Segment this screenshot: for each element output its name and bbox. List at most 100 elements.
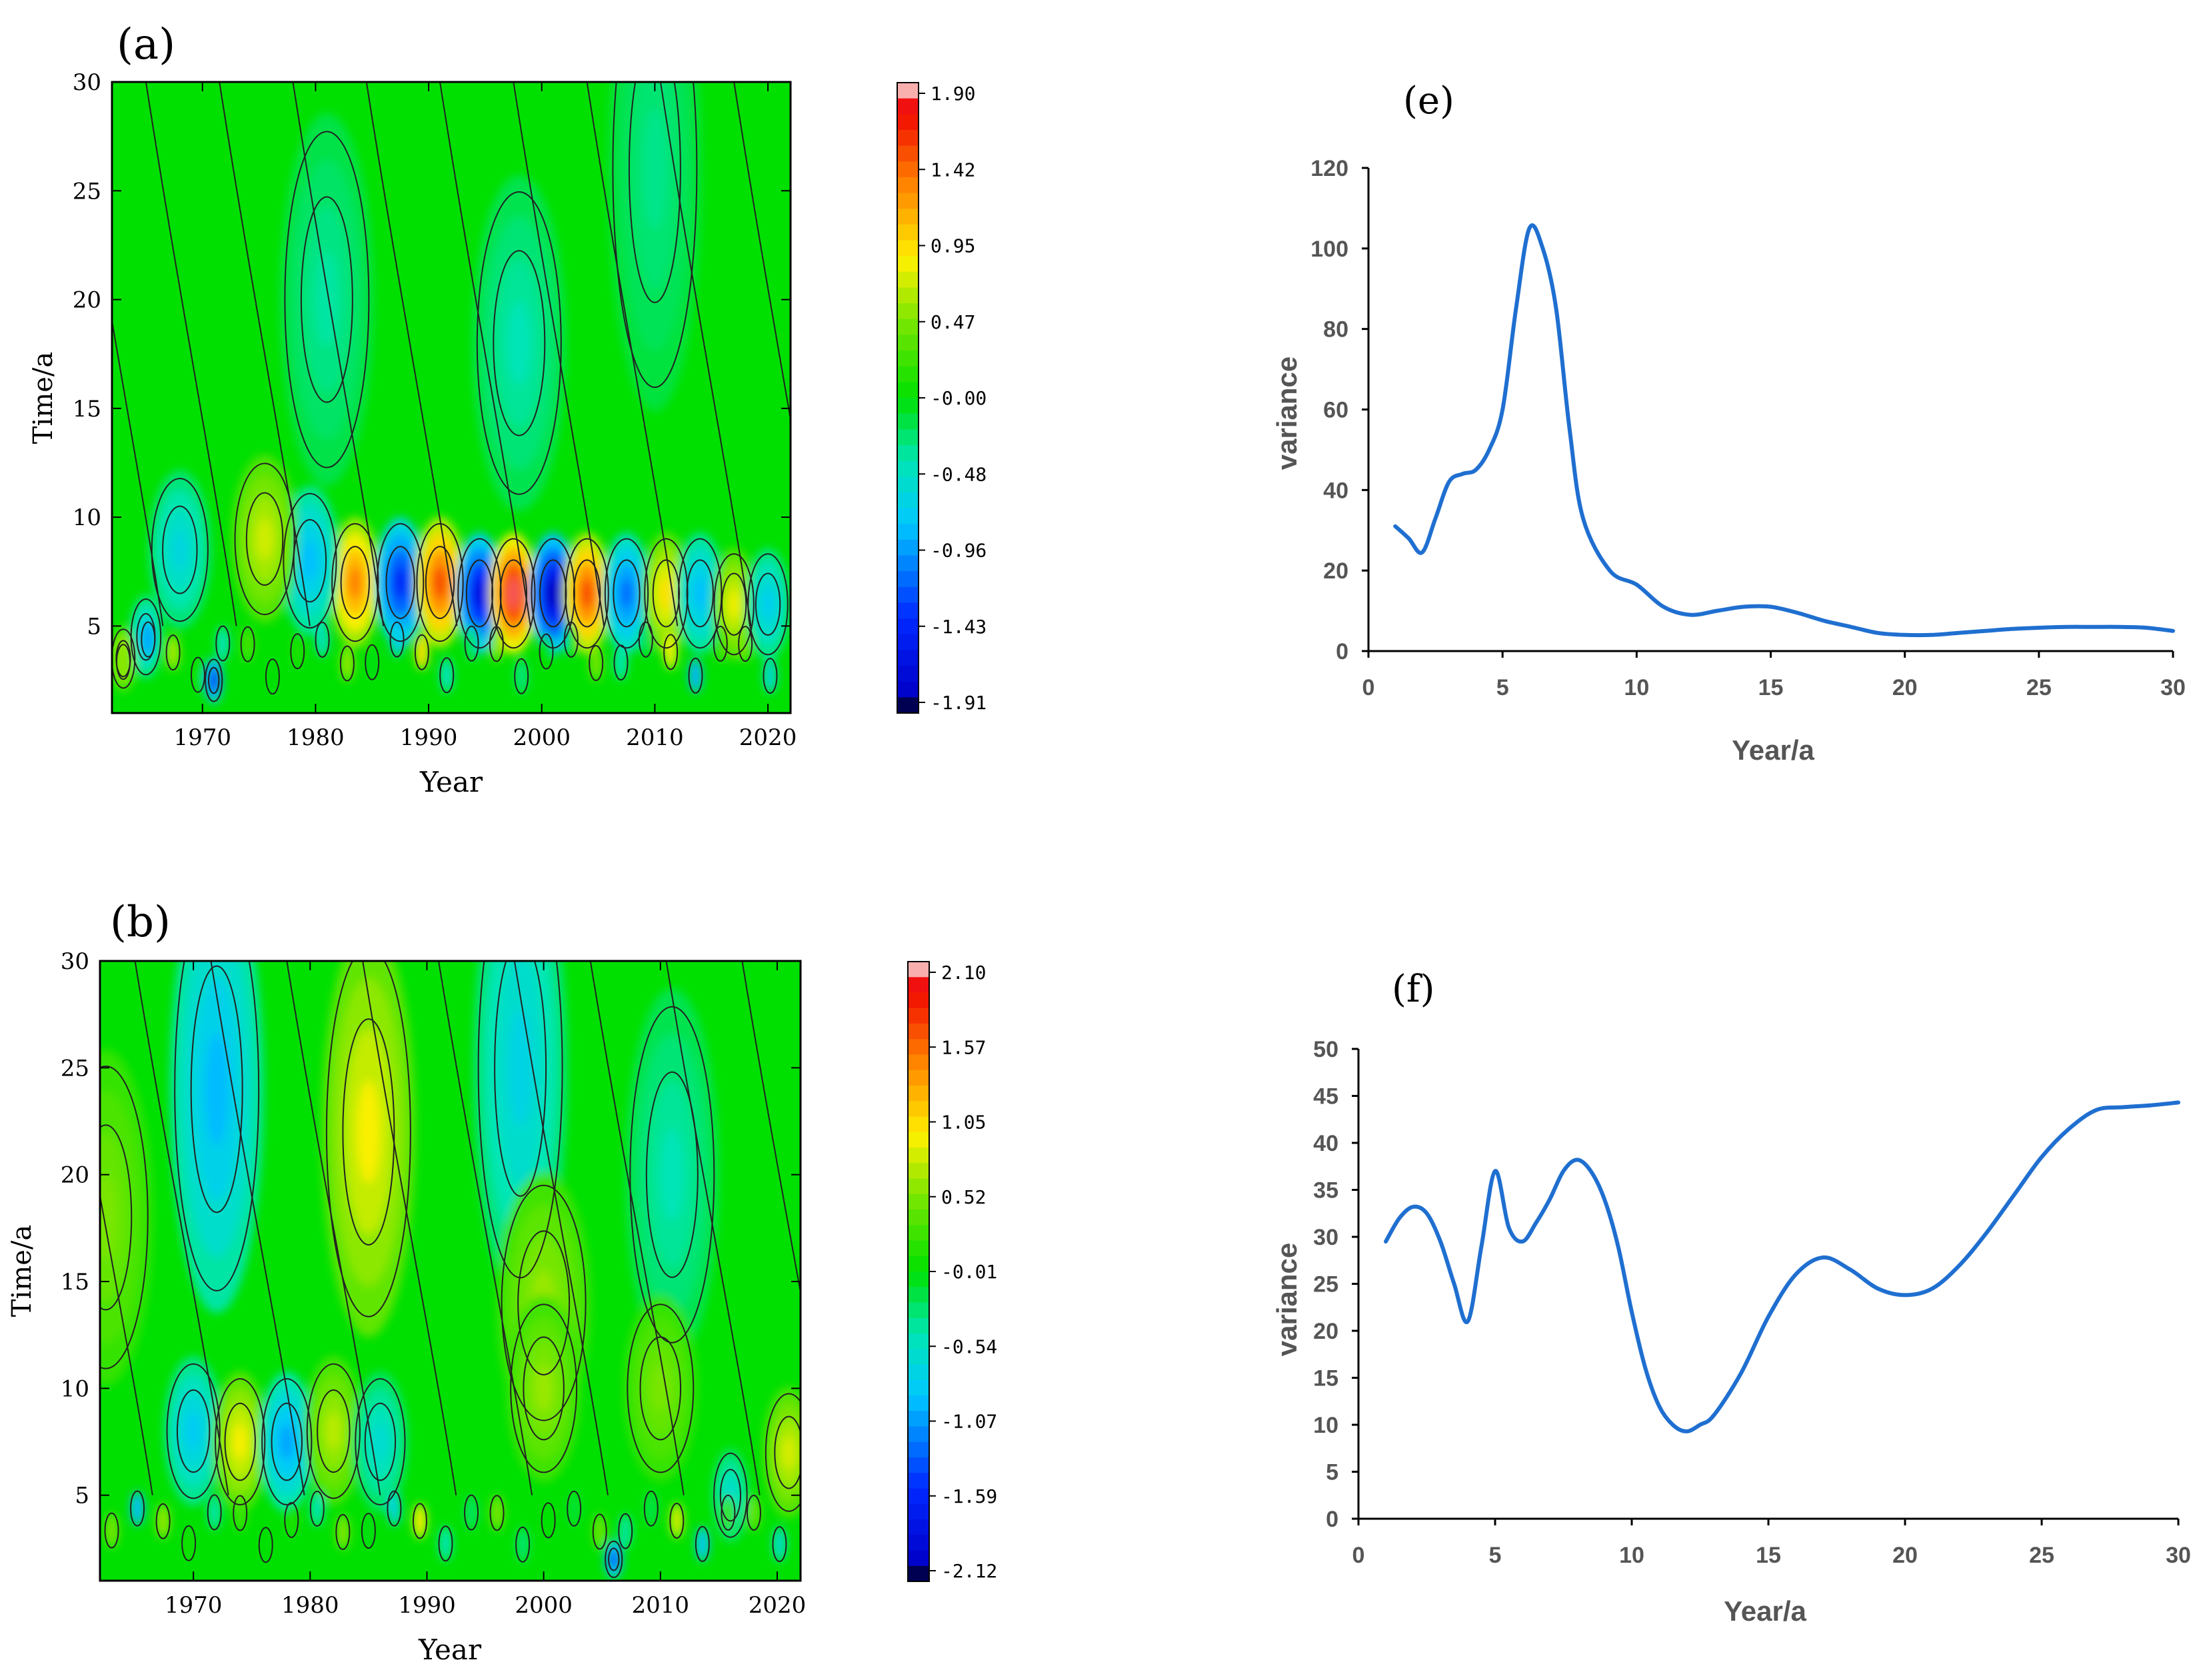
panel-a-contour-blob <box>166 635 180 670</box>
panel-b-colorbar-swatch <box>908 992 929 1009</box>
panel-b-contour-line <box>477 961 563 1279</box>
panel-a-contour-blob <box>515 658 529 694</box>
panel-a-y-tick-label: 30 <box>73 69 101 96</box>
panel-a-colorbar-swatch <box>897 240 919 257</box>
panel-a-contour-blob <box>191 657 205 692</box>
panel-a-y-tick-label: 5 <box>87 613 101 640</box>
panel-f-y-tick-label: 5 <box>1326 1460 1338 1485</box>
panel-b-contour-line <box>774 1415 801 1489</box>
panel-a-colorbar-swatch <box>897 303 919 320</box>
panel-b-contour-blob <box>747 1495 761 1531</box>
panel-b-colorbar-swatch <box>908 1565 929 1582</box>
panel-f-variance-chart: (f) 0 5 10 15 20 25 30 0 5 10 15 20 25 30 35 40 45 50 Yea… <box>1271 968 2191 1627</box>
panel-b-contour-line <box>104 1512 119 1549</box>
panel-a-contour-line <box>292 82 385 626</box>
panel-b-contour-blob <box>490 1495 504 1531</box>
panel-a-colorbar-label: -0.00 <box>931 387 987 409</box>
panel-e-y-label: variance <box>1271 357 1302 470</box>
panel-e-x-tick-label: 20 <box>1892 675 1918 700</box>
panel-b-y-tick-label: 30 <box>61 948 89 975</box>
panel-b-colorbar-swatch <box>908 1426 929 1443</box>
panel-a-colorbar-swatch <box>897 209 919 225</box>
panel-a-colorbar-swatch <box>897 145 919 162</box>
panel-a-contour-line <box>115 644 131 680</box>
panel-a-contour-line <box>245 492 284 586</box>
panel-b-y-label: Time/a <box>7 1225 37 1317</box>
panel-b-contour-line <box>695 1525 710 1562</box>
panel-b-colorbar-swatch <box>908 1240 929 1257</box>
panel-a-colorbar-label: 1.90 <box>931 83 975 105</box>
panel-b-colorbar-swatch <box>908 1086 929 1102</box>
panel-b-contour-line <box>629 1006 715 1343</box>
panel-a-colorbar-swatch <box>897 271 919 289</box>
panel-b-colorbar-label: -1.07 <box>941 1411 997 1433</box>
panel-b-colorbar-swatch <box>908 1302 929 1319</box>
panel-a-contour-line <box>514 658 529 694</box>
panel-b-colorbar-swatch <box>908 1194 929 1210</box>
panel-a-contour-line <box>763 658 778 694</box>
panel-b-contour-line <box>765 1393 801 1512</box>
panel-b-contour-line <box>489 1495 505 1531</box>
panel-a-contour-blob <box>507 578 520 609</box>
panel-b-colorbar-swatch <box>908 1550 929 1567</box>
panel-a-y-label: Time/a <box>28 352 59 444</box>
panel-a-colorbar-swatch <box>897 681 919 698</box>
panel-a-colorbar-swatch <box>897 319 919 335</box>
panel-b-colorbar-swatch <box>908 1364 929 1381</box>
panel-b-x-tick-label: 1970 <box>165 1592 223 1619</box>
panel-e-y-tick-label: 80 <box>1323 317 1348 343</box>
panel-a-contour-blob <box>415 634 429 670</box>
panel-b-contour-line <box>719 1469 742 1522</box>
panel-b-contour-line <box>438 1525 453 1562</box>
panel-b-x-tick-label: 2000 <box>515 1592 573 1619</box>
panel-a-colorbar-swatch <box>897 444 919 462</box>
panel-a-colorbar-swatch <box>897 98 919 115</box>
panel-a-contour-line <box>265 658 280 695</box>
panel-e-y-tick-label: 100 <box>1310 237 1348 262</box>
panel-b-y-tick-label: 15 <box>61 1269 89 1295</box>
panel-a-contour-blob <box>621 578 633 609</box>
panel-a-contour-line <box>493 250 546 436</box>
panel-a-contour-blob <box>349 566 362 599</box>
panel-a-contour-line <box>151 477 209 622</box>
panel-a-x-tick-label: 2010 <box>626 724 684 751</box>
panel-f-y-tick-label: 40 <box>1313 1131 1338 1156</box>
panel-e-label: (e) <box>1403 79 1454 123</box>
panel-a-colorbar-swatch <box>897 129 919 147</box>
panel-a-colorbar-swatch <box>897 382 919 399</box>
panel-f-y-tick-label: 25 <box>1313 1272 1338 1297</box>
panel-e-x-tick-label: 30 <box>2160 675 2186 700</box>
panel-a-colorbar-swatch <box>897 161 919 178</box>
panel-b-colorbar-swatch <box>908 1395 929 1411</box>
panel-f-y-tick-label: 35 <box>1313 1178 1338 1204</box>
panel-a-contour-blob <box>507 301 531 385</box>
panel-b-contour-line <box>741 961 801 1296</box>
panel-b-contour-blob <box>534 1365 553 1412</box>
panel-b-x-tick-label: 2020 <box>749 1592 807 1619</box>
panel-b-contour-line <box>233 1495 248 1531</box>
panel-b-contour-line <box>387 1490 402 1527</box>
panel-b-x-label: Year <box>418 1633 482 1666</box>
panel-e-y-tick-label: 40 <box>1323 478 1348 503</box>
panel-a-contour-line <box>414 634 429 670</box>
panel-b-colorbar-swatch <box>908 1132 929 1148</box>
panel-a-y-tick-label: 15 <box>73 396 101 422</box>
panel-a-contour-line <box>713 626 728 662</box>
panel-b-contour-line <box>721 1494 736 1531</box>
panel-b-contour-line <box>190 965 243 1214</box>
panel-a-contour-line <box>755 572 781 636</box>
panel-a-contour-line <box>331 522 379 642</box>
panel-b-contour-line <box>713 1452 748 1538</box>
panel-b-label: (b) <box>110 898 171 947</box>
panel-b-contour-line <box>271 1402 303 1481</box>
panel-e-variance-line <box>1393 223 2175 638</box>
panel-b-contour-line <box>541 1502 556 1539</box>
panel-a-contour-blob <box>664 634 678 670</box>
panel-b-plot-area <box>100 961 801 1581</box>
panel-b-contour-line <box>364 1402 397 1481</box>
panel-f-y-tick-label: 45 <box>1313 1084 1338 1110</box>
panel-b-contour-line <box>746 1495 761 1531</box>
panel-f-x-tick-label: 10 <box>1619 1543 1644 1568</box>
panel-b-contour-line <box>181 1525 197 1561</box>
panel-b-contour-line <box>342 1018 395 1246</box>
